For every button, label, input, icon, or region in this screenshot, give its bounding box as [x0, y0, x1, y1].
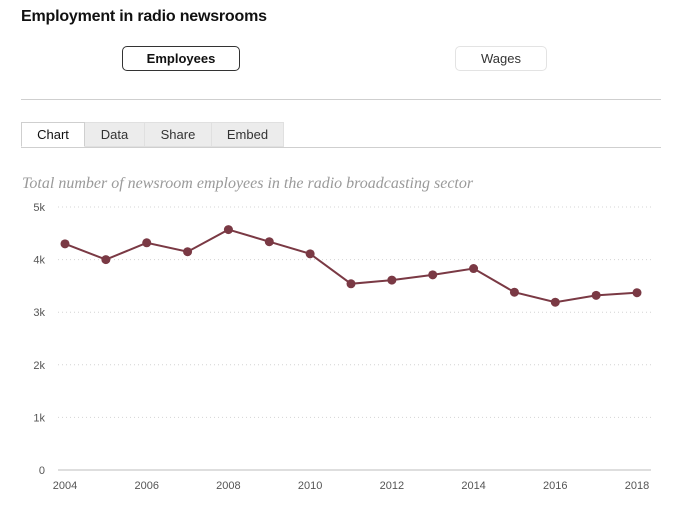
data-point[interactable] — [428, 270, 438, 280]
data-point[interactable] — [264, 237, 274, 247]
data-point[interactable] — [550, 297, 560, 307]
data-point[interactable] — [223, 225, 233, 235]
data-point[interactable] — [305, 249, 315, 259]
y-tick-label: 3k — [33, 307, 45, 319]
data-point[interactable] — [591, 290, 601, 300]
data-point[interactable] — [346, 279, 356, 289]
x-tick-label: 2006 — [134, 480, 158, 492]
y-tick-label: 4k — [33, 255, 45, 267]
data-point[interactable] — [101, 255, 111, 265]
series-line — [64, 228, 638, 304]
tab-embed[interactable]: Embed — [212, 122, 284, 147]
data-point[interactable] — [183, 247, 193, 257]
data-point[interactable] — [387, 275, 397, 285]
y-tick-label: 1k — [33, 412, 45, 424]
x-tick-label: 2004 — [53, 480, 77, 492]
chart-title: Total number of newsroom employees in th… — [22, 175, 474, 192]
data-point[interactable] — [469, 264, 479, 274]
tab-share[interactable]: Share — [145, 122, 212, 147]
data-point[interactable] — [509, 287, 519, 297]
y-tick-label: 2k — [33, 360, 45, 372]
x-tick-label: 2018 — [625, 480, 649, 492]
line-layer — [64, 228, 638, 304]
grid-layer — [58, 206, 651, 471]
view-tabs: Chart Data Share Embed — [21, 122, 284, 147]
section-divider — [21, 99, 661, 100]
point-layer — [60, 225, 642, 307]
x-tick-label: 2016 — [543, 480, 567, 492]
tab-data[interactable]: Data — [85, 122, 145, 147]
tab-chart[interactable]: Chart — [21, 122, 85, 147]
data-point[interactable] — [632, 288, 642, 298]
data-point[interactable] — [142, 238, 152, 248]
x-tick-label: 2012 — [380, 480, 404, 492]
x-tick-label: 2014 — [461, 480, 485, 492]
axis-layer: 0 1k 2k 3k 4k 5k 2004 2006 2008 2010 2012 2014 2016 2… — [33, 202, 649, 492]
data-point[interactable] — [60, 239, 70, 249]
x-tick-label: 2010 — [298, 480, 322, 492]
employees-toggle-button[interactable]: Employees — [122, 46, 240, 71]
y-tick-label: 0 — [39, 465, 45, 477]
x-tick-label: 2008 — [216, 480, 240, 492]
tab-baseline — [21, 147, 661, 148]
wages-toggle-button[interactable]: Wages — [455, 46, 547, 71]
page-title: Employment in radio newsrooms — [21, 8, 267, 25]
y-tick-label: 5k — [33, 202, 45, 214]
